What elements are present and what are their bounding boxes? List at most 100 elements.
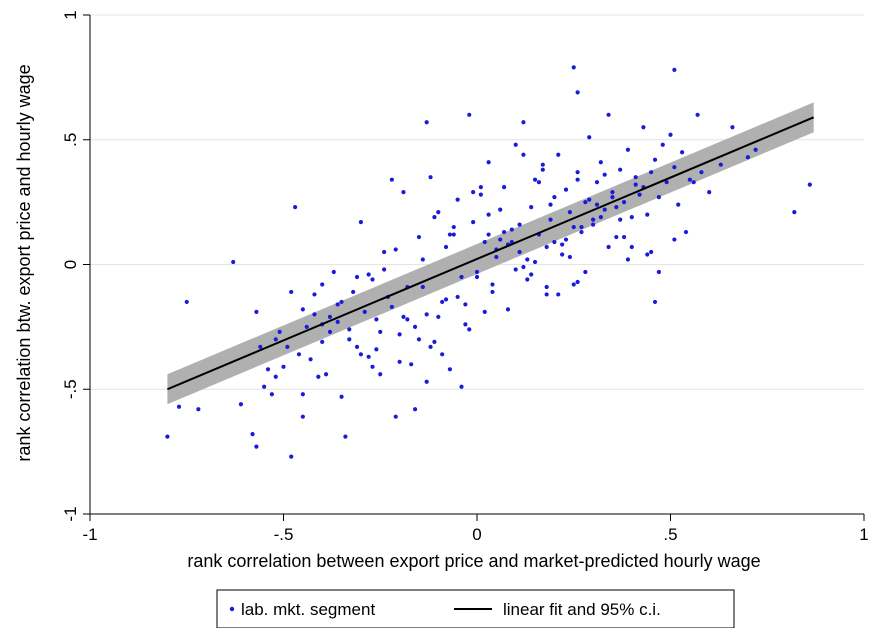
scatter-point xyxy=(699,170,704,175)
x-tick-label: .5 xyxy=(663,525,677,544)
scatter-point xyxy=(428,175,433,180)
scatter-point xyxy=(552,195,557,200)
scatter-point xyxy=(273,337,278,342)
scatter-point xyxy=(525,257,530,262)
scatter-point xyxy=(602,207,607,212)
scatter-point xyxy=(552,239,557,245)
scatter-point xyxy=(606,244,611,250)
scatter-point xyxy=(707,190,712,195)
scatter-point xyxy=(513,267,518,272)
scatter-point xyxy=(362,309,367,315)
scatter-point xyxy=(339,394,344,399)
scatter-point xyxy=(625,257,631,262)
scatter-point xyxy=(637,192,642,197)
x-axis-title: rank correlation between export price an… xyxy=(187,551,760,571)
scatter-point xyxy=(652,299,658,305)
scatter-point xyxy=(250,432,255,437)
scatter-point xyxy=(428,344,433,349)
scatter-point xyxy=(614,205,619,210)
scatter-point xyxy=(451,232,456,237)
scatter-point xyxy=(718,162,723,167)
scatter-point xyxy=(571,282,576,287)
scatter-point xyxy=(440,299,445,305)
scatter-point xyxy=(370,364,375,369)
scatter-point xyxy=(289,289,294,295)
scatter-point xyxy=(300,307,305,312)
scatter-point xyxy=(583,200,588,205)
scatter-point xyxy=(447,367,453,372)
scatter-point xyxy=(323,372,329,377)
scatter-point xyxy=(544,284,549,290)
scatter-point xyxy=(176,404,182,409)
scatter-point xyxy=(668,132,673,137)
scatter-point xyxy=(532,259,538,265)
x-tick-label: -.5 xyxy=(274,525,294,544)
scatter-point xyxy=(594,180,600,185)
scatter-point xyxy=(420,257,425,262)
scatter-point xyxy=(389,177,394,182)
scatter-point xyxy=(695,112,700,117)
scatter-point xyxy=(563,187,569,192)
scatter-point xyxy=(672,67,677,72)
scatter-point xyxy=(443,244,449,250)
scatter-point xyxy=(300,392,305,397)
scatter-point xyxy=(389,304,394,310)
scatter-point xyxy=(563,237,569,242)
scatter-point xyxy=(269,392,274,397)
scatter-point xyxy=(498,207,503,212)
scatter-point xyxy=(254,309,259,315)
scatter-point xyxy=(478,192,483,197)
x-tick-label: -1 xyxy=(82,525,97,544)
scatter-points xyxy=(165,65,812,459)
scatter-point xyxy=(575,90,580,95)
scatter-point xyxy=(393,414,398,419)
scatter-point xyxy=(339,299,344,305)
scatter-point xyxy=(660,142,665,147)
scatter-point xyxy=(579,224,584,230)
scatter-point xyxy=(560,252,565,257)
scatter-point xyxy=(517,222,522,227)
scatter-point xyxy=(656,269,661,275)
scatter-point xyxy=(521,120,526,125)
scatter-point xyxy=(680,150,685,155)
x-tick-label: 1 xyxy=(859,525,868,544)
scatter-point xyxy=(664,180,669,185)
scatter-point xyxy=(335,302,340,307)
y-tick-label: -1 xyxy=(61,506,80,521)
scatter-point xyxy=(231,259,236,265)
scatter-point xyxy=(598,160,603,165)
scatter-point xyxy=(354,344,360,349)
scatter-point xyxy=(347,327,352,332)
scatter-point xyxy=(277,329,282,334)
fit-line-group xyxy=(167,116,815,391)
scatter-point xyxy=(440,352,445,357)
scatter-point xyxy=(672,237,677,242)
scatter-point xyxy=(583,269,588,275)
scatter-point xyxy=(482,239,487,245)
y-axis-title: rank correlation btw. export price and h… xyxy=(14,64,34,461)
scatter-point xyxy=(424,379,429,384)
scatter-point xyxy=(598,214,603,220)
scatter-point xyxy=(432,339,437,344)
scatter-point xyxy=(676,202,681,207)
scatter-point xyxy=(455,294,460,300)
scatter-point xyxy=(672,165,677,170)
legend-label-scatter: lab. mkt. segment xyxy=(241,600,375,619)
scatter-point xyxy=(594,202,600,207)
scatter-point xyxy=(327,314,333,319)
scatter-point xyxy=(641,125,646,130)
scatter-point xyxy=(416,234,422,240)
scatter-point xyxy=(320,282,325,287)
scatter-point xyxy=(300,414,305,419)
y-tick-label: -.5 xyxy=(61,379,80,399)
scatter-point xyxy=(548,217,553,222)
scatter-point xyxy=(536,180,542,185)
scatter-point xyxy=(649,249,654,255)
scatter-point xyxy=(304,324,309,329)
scatter-point xyxy=(652,157,658,162)
scatter-point xyxy=(629,244,634,250)
scatter-point xyxy=(443,297,449,302)
scatter-point xyxy=(296,352,302,357)
scatter-point xyxy=(498,237,503,242)
